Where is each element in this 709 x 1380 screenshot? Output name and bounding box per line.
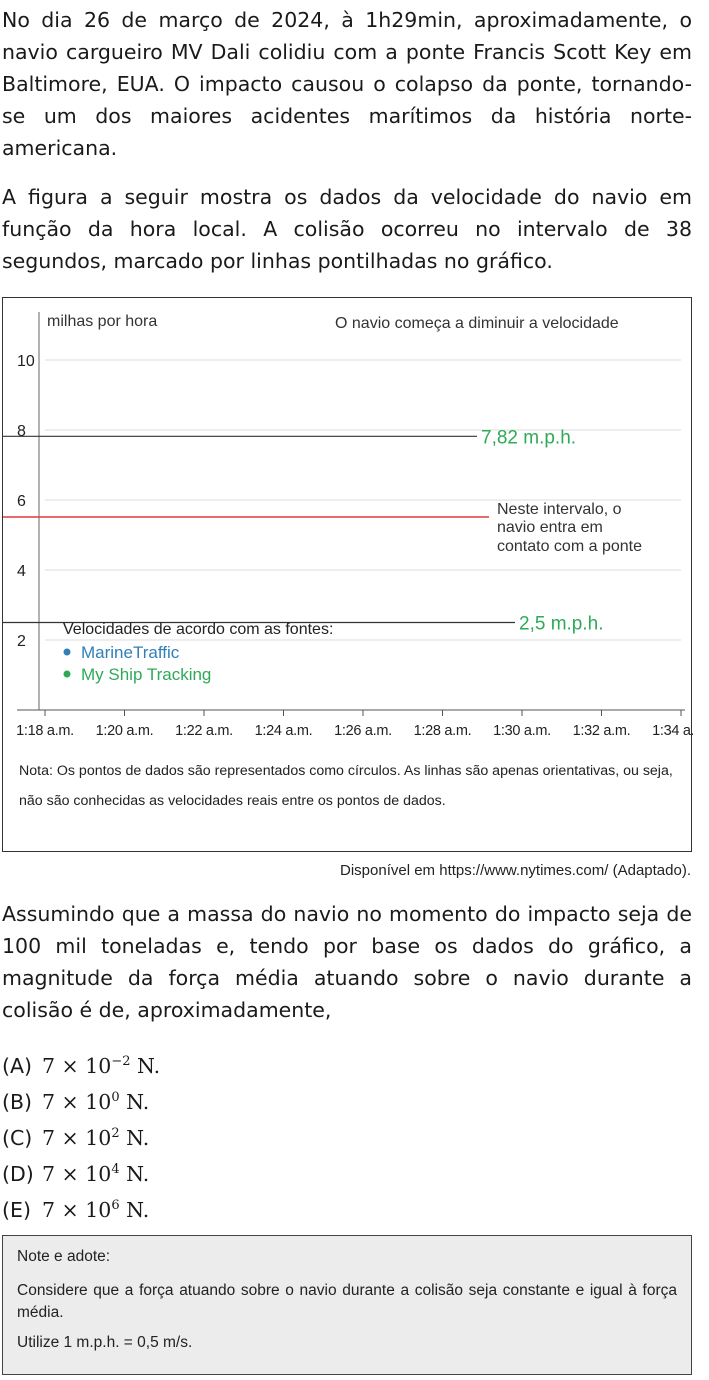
figure-note: Nota: Os pontos de dados são representad… xyxy=(19,763,673,809)
option-value: 7 × 106 N. xyxy=(42,1198,149,1222)
x-tick-label: 1:18 a.m. xyxy=(16,723,74,739)
answer-option: (C) 7 × 102 N. xyxy=(2,1120,160,1156)
answer-option: (B) 7 × 100 N. xyxy=(2,1084,160,1120)
x-tick-label: 1:32 a.m. xyxy=(573,723,631,739)
option-letter: (C) xyxy=(2,1126,33,1150)
y-axis-label: milhas por hora xyxy=(47,313,157,330)
x-tick-label: 1:28 a.m. xyxy=(414,723,472,739)
option-exponent: 2 xyxy=(111,1126,120,1141)
speed-before-label: 7,82 m.p.h. xyxy=(481,427,576,448)
note-line-1: Considere que a força atuando sobre o na… xyxy=(17,1282,677,1321)
x-tick-label: 1:34 a.m. xyxy=(652,723,693,739)
decel-annotation: O navio começa a diminuir a velocidade xyxy=(335,315,619,332)
note-line-2: Utilize 1 m.p.h. = 0,5 m/s. xyxy=(17,1334,193,1351)
figure-source: Disponível em https://www.nytimes.com/ (… xyxy=(340,862,691,879)
option-exponent: 6 xyxy=(111,1198,120,1213)
option-base: 7 × 10 xyxy=(42,1162,112,1186)
intro-paragraph-1: No dia 26 de março de 2024, à 1h29min, a… xyxy=(2,8,692,160)
x-tick-label: 1:30 a.m. xyxy=(493,723,551,739)
y-tick-label: 4 xyxy=(17,563,26,580)
option-unit: N. xyxy=(119,1126,150,1150)
option-value: 7 × 100 N. xyxy=(42,1090,149,1114)
option-unit: N. xyxy=(119,1198,150,1222)
speed-chart-figure: 2 4 6 8 10 milhas por hora 1:18 a.m. 1:20 a.m. 1… xyxy=(2,297,693,852)
option-exponent: 0 xyxy=(111,1090,120,1105)
y-tick-label: 2 xyxy=(17,633,26,650)
x-tick-label: 1:20 a.m. xyxy=(96,723,154,739)
option-letter: (D) xyxy=(2,1162,34,1186)
option-unit: N. xyxy=(119,1162,150,1186)
option-letter: (E) xyxy=(2,1198,31,1222)
y-tick-label: 10 xyxy=(17,353,35,370)
contact-annotation-line-2: navio entra em xyxy=(497,519,603,536)
option-value: 7 × 104 N. xyxy=(42,1162,149,1186)
option-unit: N. xyxy=(119,1090,150,1114)
y-tick-label: 8 xyxy=(17,423,26,440)
option-value: 7 × 10−2 N. xyxy=(42,1054,160,1078)
y-tick-label: 6 xyxy=(17,493,26,510)
answer-option: (D) 7 × 104 N. xyxy=(2,1156,160,1192)
option-value: 7 × 102 N. xyxy=(42,1126,149,1150)
option-base: 7 × 10 xyxy=(42,1090,112,1114)
contact-annotation-line-1: Neste intervalo, o xyxy=(497,501,622,518)
option-unit: N. xyxy=(130,1054,161,1078)
legend-marker xyxy=(63,648,71,656)
speed-after-label: 2,5 m.p.h. xyxy=(519,614,604,635)
option-letter: (B) xyxy=(2,1090,33,1114)
intro-paragraph-2: A figura a seguir mostra os dados da vel… xyxy=(2,185,692,273)
answer-options: (A) 7 × 10−2 N. (B) 7 × 100 N. (C) 7 × 102 N.… xyxy=(2,1048,160,1228)
note-box: Note e adote: Considere que a força atua… xyxy=(2,1235,692,1375)
legend-label: MarineTraffic xyxy=(81,643,180,662)
answer-option: (E) 7 × 106 N. xyxy=(2,1192,160,1228)
note-title: Note e adote: xyxy=(17,1248,111,1265)
question-stem: Assumindo que a massa do navio no moment… xyxy=(2,902,692,1022)
option-base: 7 × 10 xyxy=(42,1198,112,1222)
legend-label: My Ship Tracking xyxy=(81,665,211,684)
speed-chart: 2 4 6 8 10 milhas por hora 1:18 a.m. 1:20 a.m. 1… xyxy=(3,312,693,739)
x-tick-label: 1:22 a.m. xyxy=(175,723,233,739)
legend-title: Velocidades de acordo com as fontes: xyxy=(63,621,333,638)
x-tick-label: 1:24 a.m. xyxy=(255,723,313,739)
answer-option: (A) 7 × 10−2 N. xyxy=(2,1048,160,1084)
option-letter: (A) xyxy=(2,1054,33,1078)
contact-annotation-line-3: contato com a ponte xyxy=(497,538,642,555)
option-exponent: 4 xyxy=(111,1162,120,1177)
option-base: 7 × 10 xyxy=(42,1126,112,1150)
option-base: 7 × 10 xyxy=(42,1054,112,1078)
option-exponent: −2 xyxy=(111,1054,131,1069)
legend-marker xyxy=(63,670,71,678)
x-tick-label: 1:26 a.m. xyxy=(334,723,392,739)
